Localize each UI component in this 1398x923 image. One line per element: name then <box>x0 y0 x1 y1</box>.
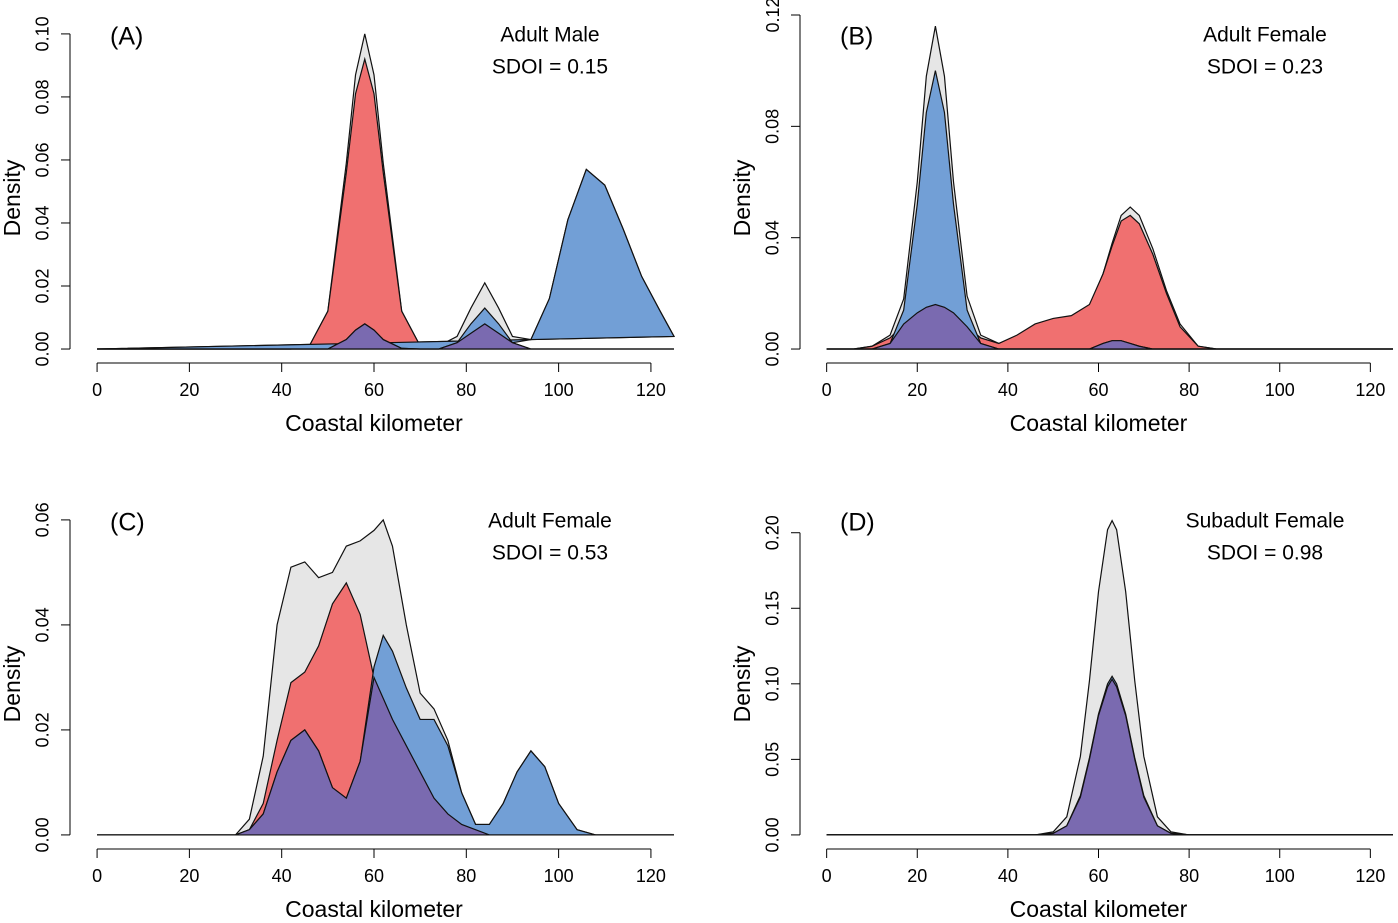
annotation: SDOI = 0.53 <box>492 542 608 565</box>
annotation: Subadult Female <box>1186 510 1345 533</box>
y-tick-label: 0.04 <box>763 220 783 255</box>
panel-label: (D) <box>840 509 875 537</box>
annotation: Adult Female <box>1203 24 1327 47</box>
x-axis-label: Coastal kilometer <box>1010 410 1188 436</box>
x-tick-label: 20 <box>179 380 199 400</box>
panel: 0 20 40 60 80 100 120 Coastal kilometer 0.00 0.02… <box>0 16 676 436</box>
x-tick-label: 40 <box>998 380 1018 400</box>
y-tick-label: 0.08 <box>763 109 783 144</box>
density-area <box>826 678 1393 836</box>
x-axis-label: Coastal kilometer <box>1010 896 1188 922</box>
density-area <box>97 323 674 350</box>
y-tick-label: 0.04 <box>33 607 53 642</box>
x-tick-label: 20 <box>907 866 927 886</box>
y-axis-label: Density <box>0 645 25 722</box>
y-tick-label: 0.06 <box>33 142 53 177</box>
panel-label: (C) <box>110 509 145 537</box>
x-tick-label: 20 <box>179 866 199 886</box>
y-tick-label: 0.20 <box>763 515 783 550</box>
x-tick-label: 120 <box>1355 866 1385 886</box>
panel: 0 20 40 60 80 100 120 Coastal kilometer 0.00 0.04… <box>729 0 1393 436</box>
y-tick-label: 0.00 <box>33 817 53 852</box>
x-axis-label: Coastal kilometer <box>285 896 463 922</box>
x-axis-label: Coastal kilometer <box>285 410 463 436</box>
annotation: SDOI = 0.15 <box>492 56 608 79</box>
x-tick-label: 100 <box>544 866 574 886</box>
y-tick-label: 0.02 <box>33 268 53 303</box>
x-tick-label: 80 <box>1179 866 1199 886</box>
annotation: Adult Male <box>500 24 599 47</box>
x-tick-label: 60 <box>364 866 384 886</box>
y-tick-label: 0.00 <box>33 332 53 367</box>
panel-label: (A) <box>110 23 143 51</box>
y-tick-label: 0.02 <box>33 712 53 747</box>
y-axis-label: Density <box>729 159 755 236</box>
y-axis-label: Density <box>729 645 755 722</box>
x-tick-label: 0 <box>92 866 102 886</box>
x-tick-label: 60 <box>364 380 384 400</box>
annotation: SDOI = 0.98 <box>1207 542 1323 565</box>
density-area <box>826 519 1393 836</box>
x-tick-label: 100 <box>1265 866 1295 886</box>
x-tick-label: 80 <box>456 866 476 886</box>
x-tick-label: 100 <box>544 380 574 400</box>
y-tick-label: 0.06 <box>33 502 53 537</box>
y-axis-label: Density <box>0 159 25 236</box>
x-tick-label: 0 <box>92 380 102 400</box>
density-area <box>97 675 674 836</box>
panel: 0 20 40 60 80 100 120 Coastal kilometer 0.00 0.02… <box>0 502 674 922</box>
y-tick-label: 0.04 <box>33 205 53 240</box>
panel: 0 20 40 60 80 100 120 Coastal kilometer 0.00 0.05… <box>729 509 1393 922</box>
annotation: Adult Female <box>488 510 612 533</box>
x-tick-label: 100 <box>1265 380 1295 400</box>
x-tick-label: 120 <box>636 866 666 886</box>
y-tick-label: 0.00 <box>763 817 783 852</box>
x-tick-label: 80 <box>1179 380 1199 400</box>
x-tick-label: 20 <box>907 380 927 400</box>
y-tick-label: 0.12 <box>763 0 783 33</box>
panel-label: (B) <box>840 23 873 51</box>
x-tick-label: 0 <box>822 380 832 400</box>
y-tick-label: 0.08 <box>33 79 53 114</box>
x-tick-label: 40 <box>272 866 292 886</box>
y-tick-label: 0.00 <box>763 332 783 367</box>
density-area <box>826 303 1393 350</box>
x-tick-label: 60 <box>1088 866 1108 886</box>
x-tick-label: 0 <box>822 866 832 886</box>
x-tick-label: 120 <box>636 380 666 400</box>
x-tick-label: 40 <box>998 866 1018 886</box>
x-tick-label: 40 <box>272 380 292 400</box>
x-tick-label: 120 <box>1355 380 1385 400</box>
y-tick-label: 0.10 <box>763 666 783 701</box>
x-tick-label: 80 <box>456 380 476 400</box>
y-tick-label: 0.10 <box>33 16 53 51</box>
x-tick-label: 60 <box>1088 380 1108 400</box>
annotation: SDOI = 0.23 <box>1207 56 1323 79</box>
y-tick-label: 0.15 <box>763 591 783 626</box>
y-tick-label: 0.05 <box>763 742 783 777</box>
